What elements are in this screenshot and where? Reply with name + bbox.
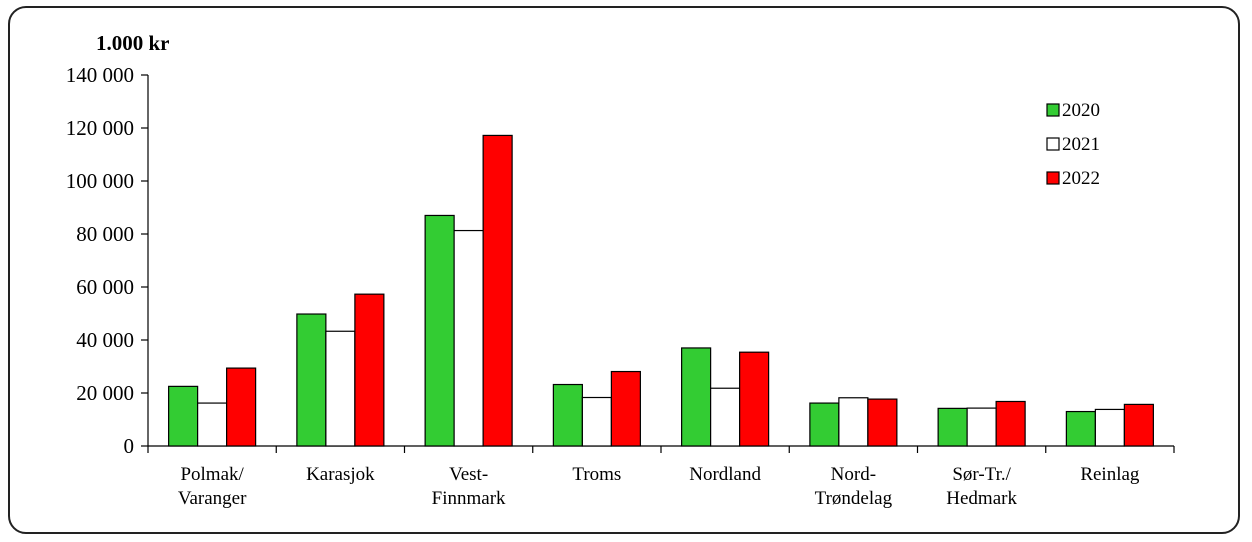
x-category-label-line: Vest- bbox=[449, 464, 488, 485]
bar-2022-6 bbox=[995, 400, 1026, 447]
y-tick-label: 60 000 bbox=[76, 275, 134, 299]
y-tick-label: 120 000 bbox=[66, 116, 134, 140]
legend-label: 2022 bbox=[1062, 168, 1100, 189]
y-tick-label: 100 000 bbox=[66, 169, 134, 193]
legend-label: 2020 bbox=[1062, 100, 1100, 121]
x-category-label: Troms bbox=[572, 464, 621, 485]
x-category-label-line: Trøndelag bbox=[815, 488, 893, 509]
bar-2021-1 bbox=[325, 330, 356, 447]
y-tick-label: 40 000 bbox=[76, 328, 134, 352]
bar-2021-3 bbox=[581, 396, 612, 447]
x-category-label-line: Troms bbox=[572, 464, 621, 485]
x-category-label-line: Varanger bbox=[178, 488, 247, 509]
bar-2022-1 bbox=[354, 293, 385, 447]
bar-2021-7 bbox=[1094, 408, 1125, 447]
x-category-label-line: Karasjok bbox=[306, 464, 375, 485]
y-tick-label: 20 000 bbox=[76, 381, 134, 405]
x-category-label: Nord- Trøndelag bbox=[815, 464, 893, 509]
legend-swatch bbox=[1046, 103, 1060, 117]
legend-swatch bbox=[1046, 137, 1060, 151]
x-category-label-line: Hedmark bbox=[946, 488, 1017, 509]
x-category-label: Reinlag bbox=[1080, 464, 1140, 485]
legend-swatch bbox=[1046, 171, 1060, 185]
x-category-label-line: Nord- bbox=[831, 464, 876, 485]
x-category-label: Nordland bbox=[689, 464, 761, 485]
bars bbox=[168, 134, 1154, 447]
legend: 2020 2021 2022 bbox=[1046, 100, 1100, 189]
x-category-label: Sør-Tr./ Hedmark bbox=[946, 464, 1017, 509]
x-category-label-line: Reinlag bbox=[1080, 464, 1140, 485]
x-category-label-line: Polmak/ bbox=[180, 464, 244, 485]
y-tick-label: 0 bbox=[124, 434, 135, 458]
bar-2022-2 bbox=[482, 134, 513, 447]
bar-2020-3 bbox=[552, 383, 583, 447]
bar-2021-4 bbox=[710, 387, 741, 447]
x-category-label: Polmak/Varanger bbox=[178, 464, 247, 509]
bar-2020-7 bbox=[1065, 410, 1096, 447]
bar-2021-0 bbox=[197, 402, 228, 447]
x-axis: Polmak/Varanger Karasjok Vest- Finnmark Trom… bbox=[147, 445, 1175, 509]
bar-2022-0 bbox=[226, 367, 257, 447]
x-category-label: Karasjok bbox=[306, 464, 375, 485]
y-tick-label: 140 000 bbox=[66, 63, 134, 87]
y-axis: 0 20 000 40 000 60 000 80 000 100 000 120 000 1… bbox=[66, 63, 149, 458]
x-category-label-line: Finnmark bbox=[432, 488, 506, 509]
bar-2020-6 bbox=[937, 407, 968, 447]
bar-2022-7 bbox=[1123, 403, 1154, 447]
bar-2020-4 bbox=[681, 347, 712, 447]
x-category-label-line: Nordland bbox=[689, 464, 761, 485]
x-category-label-line: Sør-Tr./ bbox=[952, 464, 1011, 485]
bar-2020-0 bbox=[168, 385, 199, 447]
bar-2020-1 bbox=[296, 313, 327, 447]
legend-label: 2021 bbox=[1062, 134, 1100, 155]
x-category-label: Vest- Finnmark bbox=[432, 464, 506, 509]
bar-2022-5 bbox=[867, 398, 898, 447]
bar-2022-3 bbox=[610, 370, 641, 447]
bar-2021-5 bbox=[838, 397, 869, 447]
y-tick-label: 80 000 bbox=[76, 222, 134, 246]
bar-2020-5 bbox=[809, 402, 840, 447]
bar-2021-2 bbox=[453, 229, 484, 447]
unit-label: 1.000 kr bbox=[96, 31, 170, 55]
bar-2022-4 bbox=[739, 351, 770, 447]
bar-2020-2 bbox=[424, 214, 455, 447]
bar-2021-6 bbox=[966, 407, 997, 447]
